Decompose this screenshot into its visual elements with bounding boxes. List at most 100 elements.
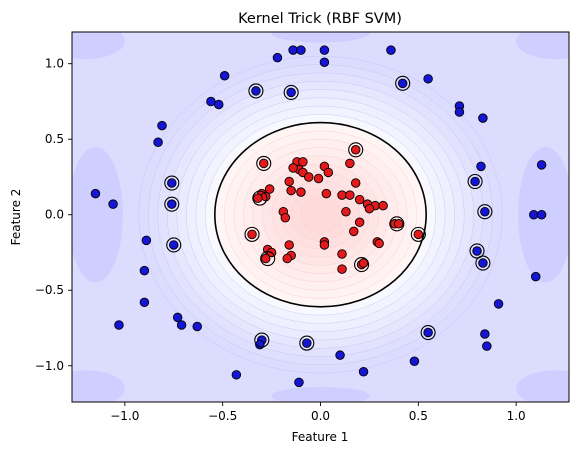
- support-vector-ring: [164, 196, 180, 212]
- data-point-class-1: [374, 238, 384, 249]
- data-point-class-0: [423, 74, 433, 84]
- y-tick-label: 1.0: [45, 57, 64, 71]
- data-point-class-0: [157, 120, 167, 131]
- support-vector-ring: [420, 324, 436, 341]
- data-point-class-0: [139, 297, 150, 308]
- background-pocket: [516, 370, 569, 402]
- y-tick-label: −0.5: [35, 283, 64, 297]
- data-point-class-0: [168, 240, 179, 250]
- data-point-class-1: [354, 217, 365, 228]
- data-point-class-0: [476, 161, 486, 172]
- background-pocket: [516, 32, 569, 60]
- data-point-class-0: [141, 235, 152, 246]
- data-point-class-0: [192, 321, 202, 332]
- data-point-class-0: [296, 45, 306, 55]
- contour-band: [300, 197, 341, 233]
- support-vector-ring: [395, 75, 411, 91]
- data-point-class-0: [153, 137, 163, 147]
- data-point-class-0: [294, 377, 304, 388]
- y-tick-label: 0.5: [45, 132, 64, 146]
- y-axis: 1.0 0.5 0.0 −0.5 −1.0: [35, 57, 72, 373]
- support-vector-ring: [348, 142, 364, 158]
- x-axis-label: Feature 1: [292, 430, 349, 444]
- data-point-class-0: [319, 45, 330, 55]
- data-point-class-1: [364, 203, 375, 214]
- support-vector-ring: [244, 226, 260, 242]
- data-point-class-0: [319, 57, 330, 67]
- data-point-class-0: [139, 265, 150, 276]
- data-point-class-0: [219, 71, 230, 81]
- data-point-class-1: [319, 240, 330, 250]
- data-point-class-1: [304, 172, 314, 182]
- support-vector-ring: [248, 83, 264, 99]
- support-vectors: [164, 75, 493, 351]
- data-point-class-1: [350, 145, 361, 155]
- x-tick-label: 1.0: [507, 409, 526, 423]
- data-point-class-1: [259, 158, 269, 169]
- data-point-class-0: [423, 327, 433, 338]
- background-pocket: [271, 32, 370, 43]
- decision-boundary: [214, 121, 427, 308]
- data-point-class-1: [350, 178, 361, 188]
- y-tick-label: −1.0: [35, 359, 64, 373]
- data-point-class-0: [472, 246, 482, 256]
- data-point-class-0: [478, 113, 488, 123]
- data-point-class-0: [251, 86, 261, 96]
- data-point-class-1: [354, 194, 365, 205]
- data-point-class-0: [397, 78, 408, 89]
- data-point-class-0: [480, 329, 490, 339]
- background-pocket: [72, 370, 125, 402]
- support-vector-ring: [475, 255, 491, 271]
- data-point-class-0: [386, 45, 396, 55]
- data-point-class-0: [90, 188, 101, 199]
- support-vector-ring: [477, 204, 493, 220]
- support-vector-ring: [467, 173, 483, 190]
- data-point-class-1: [260, 253, 271, 264]
- data-point-class-1: [284, 240, 294, 250]
- data-point-class-0: [536, 209, 547, 220]
- data-point-class-1: [323, 167, 334, 178]
- data-point-class-0: [214, 99, 224, 110]
- data-point-class-1: [337, 264, 347, 274]
- x-tick-label: 0.0: [311, 409, 330, 423]
- data-point-class-1: [286, 185, 296, 196]
- data-point-class-0: [493, 299, 504, 309]
- data-point-class-0: [167, 199, 177, 209]
- x-axis: −1.0 −0.5 0.0 0.5 1.0: [110, 402, 526, 423]
- x-tick-label: −0.5: [208, 409, 237, 423]
- support-vector-ring: [164, 175, 180, 191]
- data-point-class-0: [176, 320, 187, 330]
- data-point-class-0: [231, 370, 242, 380]
- data-point-class-0: [454, 107, 465, 117]
- data-point-class-1: [394, 219, 404, 229]
- x-tick-label: −1.0: [110, 409, 139, 423]
- background-pocket: [271, 386, 370, 402]
- support-vector-ring: [256, 155, 272, 171]
- support-vector-ring: [410, 226, 426, 242]
- support-vector-ring: [354, 257, 370, 273]
- support-vector-ring: [254, 332, 270, 348]
- data-point-class-1: [358, 258, 369, 268]
- x-tick-label: 0.5: [409, 409, 428, 423]
- y-axis-label: Feature 2: [9, 189, 23, 246]
- data-point-class-0: [286, 87, 296, 98]
- data-point-class-1: [264, 184, 275, 194]
- data-point-class-0: [358, 367, 369, 377]
- data-point-class-0: [108, 199, 118, 209]
- y-tick-label: 0.0: [45, 208, 64, 222]
- background-pocket: [72, 32, 125, 60]
- data-point-class-1: [321, 188, 332, 199]
- data-point-class-1: [378, 200, 388, 211]
- support-vector-ring: [469, 243, 485, 259]
- data-point-class-1: [349, 226, 359, 237]
- data-point-class-1: [282, 253, 292, 264]
- data-point-class-0: [529, 209, 539, 220]
- data-point-class-0: [302, 338, 312, 348]
- support-vector-ring: [252, 190, 268, 206]
- data-point-class-1: [413, 229, 424, 240]
- decision-function-background: [72, 32, 569, 402]
- data-point-class-1: [298, 157, 308, 167]
- data-point-class-1: [288, 163, 298, 173]
- data-point-class-0: [206, 96, 216, 107]
